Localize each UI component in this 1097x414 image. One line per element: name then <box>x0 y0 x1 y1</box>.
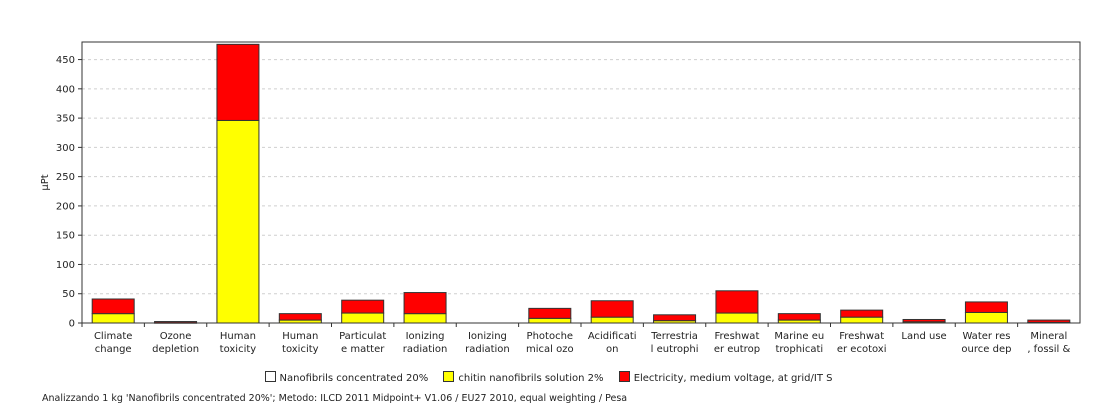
y-tick-label: 50 <box>62 289 75 300</box>
x-tick-label: Mineral <box>1030 331 1067 342</box>
y-tick-label: 250 <box>56 172 75 183</box>
y-tick-label: 200 <box>56 201 75 212</box>
legend-swatch-white <box>264 371 276 382</box>
legend-label: Electricity, medium voltage, at grid/IT … <box>633 373 833 384</box>
x-tick-label: Ozone <box>160 331 192 342</box>
bar-segment <box>653 314 697 322</box>
bar-segment <box>528 317 572 324</box>
x-tick-label: ource dep <box>961 344 1011 355</box>
x-tick-label: Land use <box>901 331 946 342</box>
x-tick-label: Climate <box>94 331 132 342</box>
x-tick-label: radiation <box>403 344 448 355</box>
x-tick-label: Human <box>282 331 318 342</box>
x-tick-label: on <box>606 344 618 355</box>
bar-segment <box>715 290 759 314</box>
x-tick-label: , fossil & <box>1027 344 1070 355</box>
x-tick-label: trophicati <box>775 344 823 355</box>
legend-label: chitin nanofibrils solution 2% <box>458 373 604 384</box>
bar-segment <box>278 313 322 321</box>
legend-item-chitin: chitin nanofibrils solution 2% <box>443 371 604 384</box>
legend-swatch-red <box>618 371 630 382</box>
bar-segment <box>403 313 447 324</box>
bar-segment <box>964 301 1008 313</box>
x-tick-label: l eutrophi <box>651 344 699 355</box>
bar-segment <box>216 43 260 121</box>
bars <box>91 43 1071 324</box>
y-tick-label: 300 <box>56 143 75 154</box>
chart-area: 0 50 100 150 200 250 300 350 400 450 Climate chang… <box>40 41 1081 355</box>
bar-segment <box>216 119 260 324</box>
bar-segment <box>341 299 385 314</box>
bar-segment <box>91 298 135 315</box>
x-tick-label: er eutrop <box>714 344 760 355</box>
x-tick-label: toxicity <box>282 344 319 355</box>
x-tick-label: Freshwat <box>839 331 884 342</box>
x-tick-label: Particulat <box>339 331 386 342</box>
x-tick-label: e matter <box>341 344 385 355</box>
bar-segment <box>902 318 946 323</box>
bar-segment <box>964 311 1008 324</box>
x-tick-label: Photoche <box>527 331 574 342</box>
bar-segment <box>341 312 385 324</box>
y-tick-label: 450 <box>56 55 75 66</box>
x-tick-label: er ecotoxi <box>837 344 887 355</box>
bar-segment <box>840 316 884 324</box>
legend-item-nanofibrils: Nanofibrils concentrated 20% <box>264 371 429 384</box>
bar-segment <box>590 300 634 318</box>
bar-segment <box>777 313 821 321</box>
legend-label: Nanofibrils concentrated 20% <box>279 373 429 384</box>
x-tick-label: Human <box>220 331 256 342</box>
legend-swatch-yellow <box>443 371 455 382</box>
y-tick-label: 100 <box>56 260 75 271</box>
y-tick-label: 350 <box>56 114 75 125</box>
analysis-caption: Analizzando 1 kg 'Nanofibrils concentrat… <box>42 393 628 404</box>
x-tick-label: toxicity <box>220 344 257 355</box>
x-axis: Climate change Ozone depletion Human toxicity… <box>81 323 1070 355</box>
x-tick-label: Ionizing <box>406 331 445 342</box>
x-tick-label: depletion <box>152 344 199 355</box>
x-tick-label: Water res <box>962 331 1010 342</box>
bar-segment <box>91 313 135 324</box>
bar-segment <box>1027 319 1071 323</box>
y-tick-label: 150 <box>56 231 75 242</box>
bar-segment <box>840 309 884 318</box>
x-tick-label: Acidificati <box>588 331 637 342</box>
x-tick-label: Marine eu <box>774 331 824 342</box>
bar-segment <box>403 292 447 315</box>
grid-lines <box>82 59 1080 295</box>
x-tick-label: mical ozo <box>526 344 574 355</box>
bar-segment <box>528 307 572 319</box>
y-axis: 0 50 100 150 200 250 300 350 400 450 <box>56 55 82 330</box>
y-tick-label: 0 <box>69 319 75 330</box>
bar-segment <box>715 312 759 324</box>
x-tick-label: Terrestria <box>650 331 698 342</box>
y-axis-label: µPt <box>40 174 51 190</box>
x-tick-label: radiation <box>465 344 510 355</box>
legend: Nanofibrils concentrated 20% chitin nano… <box>0 371 1097 384</box>
y-tick-label: 400 <box>56 84 75 95</box>
bar-segment <box>590 316 634 324</box>
x-tick-label: Freshwat <box>715 331 760 342</box>
legend-item-electricity: Electricity, medium voltage, at grid/IT … <box>618 371 833 384</box>
x-tick-label: change <box>95 344 132 355</box>
x-tick-label: Ionizing <box>468 331 507 342</box>
